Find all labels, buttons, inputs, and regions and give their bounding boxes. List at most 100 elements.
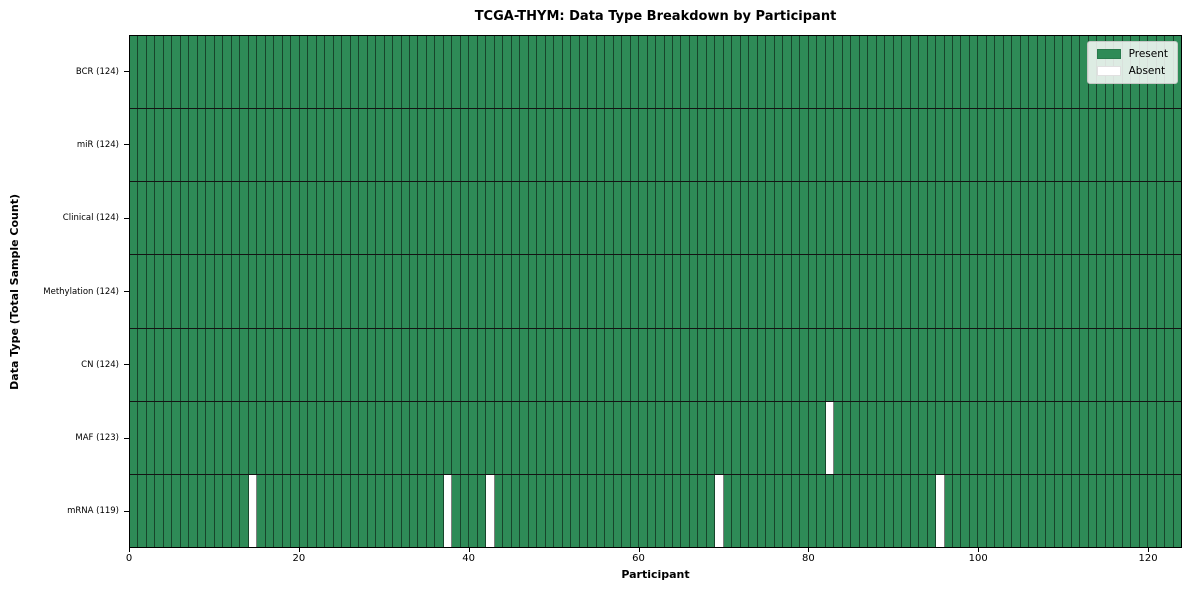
- present-cell: [197, 328, 207, 401]
- present-cell: [689, 109, 699, 182]
- present-cell: [1173, 474, 1182, 547]
- absent-cell: [443, 474, 453, 547]
- present-cell: [503, 401, 512, 474]
- present-cell: [1088, 401, 1098, 474]
- present-cell: [393, 36, 402, 109]
- present-cell: [868, 109, 877, 182]
- present-cell: [443, 182, 453, 255]
- present-cell: [647, 474, 657, 547]
- present-cell: [206, 328, 215, 401]
- present-cell: [291, 255, 300, 328]
- present-cell: [537, 474, 546, 547]
- present-cell: [130, 182, 139, 255]
- present-cell: [800, 182, 809, 255]
- present-cell: [1105, 182, 1115, 255]
- present-cell: [214, 109, 224, 182]
- present-cell: [418, 36, 427, 109]
- present-cell: [902, 474, 911, 547]
- present-cell: [409, 182, 419, 255]
- present-cell: [664, 36, 673, 109]
- present-cell: [384, 255, 394, 328]
- present-cell: [486, 182, 495, 255]
- present-cell: [384, 182, 394, 255]
- present-cell: [426, 36, 436, 109]
- present-cell: [749, 36, 758, 109]
- present-cell: [902, 328, 911, 401]
- present-cell: [1088, 474, 1098, 547]
- present-cell: [350, 182, 360, 255]
- present-cell: [342, 109, 351, 182]
- present-cell: [893, 328, 903, 401]
- present-cell: [689, 182, 699, 255]
- present-cell: [401, 474, 410, 547]
- legend-item-absent: Absent: [1096, 65, 1168, 77]
- present-cell: [842, 109, 852, 182]
- x-tick-label-20: 20: [292, 553, 306, 564]
- present-cell: [163, 255, 173, 328]
- present-cell: [978, 36, 987, 109]
- present-cell: [1088, 328, 1098, 401]
- present-cell: [172, 109, 181, 182]
- present-cell: [944, 36, 953, 109]
- present-cell: [503, 36, 512, 109]
- present-cell: [1020, 109, 1030, 182]
- present-cell: [460, 182, 470, 255]
- present-cell: [817, 255, 826, 328]
- present-cell: [749, 109, 758, 182]
- present-cell: [562, 109, 572, 182]
- present-cell: [944, 328, 953, 401]
- present-cell: [588, 36, 597, 109]
- present-cell: [1105, 109, 1115, 182]
- legend-label: Present: [1128, 48, 1168, 60]
- present-cell: [494, 401, 504, 474]
- present-cell: [1097, 109, 1106, 182]
- present-cell: [859, 182, 869, 255]
- present-cell: [927, 36, 937, 109]
- present-cell: [936, 36, 945, 109]
- present-cell: [893, 401, 903, 474]
- present-cell: [469, 474, 478, 547]
- present-cell: [613, 328, 623, 401]
- present-cell: [469, 109, 478, 182]
- present-cell: [774, 328, 784, 401]
- present-cell: [189, 255, 198, 328]
- present-cell: [503, 474, 512, 547]
- legend-item-present: Present: [1096, 48, 1168, 60]
- present-cell: [927, 474, 937, 547]
- present-cell: [1063, 474, 1072, 547]
- present-cell: [808, 255, 818, 328]
- present-cell: [1020, 328, 1030, 401]
- present-cell: [978, 474, 987, 547]
- present-cell: [240, 36, 249, 109]
- present-cell: [1054, 474, 1064, 547]
- present-cell: [859, 36, 869, 109]
- present-cell: [367, 401, 377, 474]
- present-cell: [876, 182, 886, 255]
- present-cell: [757, 182, 767, 255]
- present-cell: [443, 401, 453, 474]
- present-cell: [885, 401, 894, 474]
- present-cell: [214, 182, 224, 255]
- present-cell: [163, 36, 173, 109]
- present-cell: [1063, 109, 1072, 182]
- present-cell: [265, 255, 275, 328]
- present-cell: [1097, 255, 1106, 328]
- present-cell: [138, 182, 147, 255]
- present-cell: [486, 328, 495, 401]
- present-cell: [571, 401, 580, 474]
- present-cell: [825, 255, 835, 328]
- present-cell: [1020, 182, 1030, 255]
- present-cell: [1037, 109, 1047, 182]
- present-cell: [1114, 109, 1123, 182]
- present-cell: [214, 328, 224, 401]
- present-cell: [325, 255, 334, 328]
- present-cell: [969, 109, 979, 182]
- present-cell: [231, 401, 241, 474]
- present-cell: [834, 36, 843, 109]
- present-cell: [961, 109, 970, 182]
- present-cell: [622, 36, 631, 109]
- present-cell: [706, 474, 716, 547]
- present-cell: [206, 474, 215, 547]
- present-cell: [1148, 474, 1157, 547]
- present-cell: [172, 255, 181, 328]
